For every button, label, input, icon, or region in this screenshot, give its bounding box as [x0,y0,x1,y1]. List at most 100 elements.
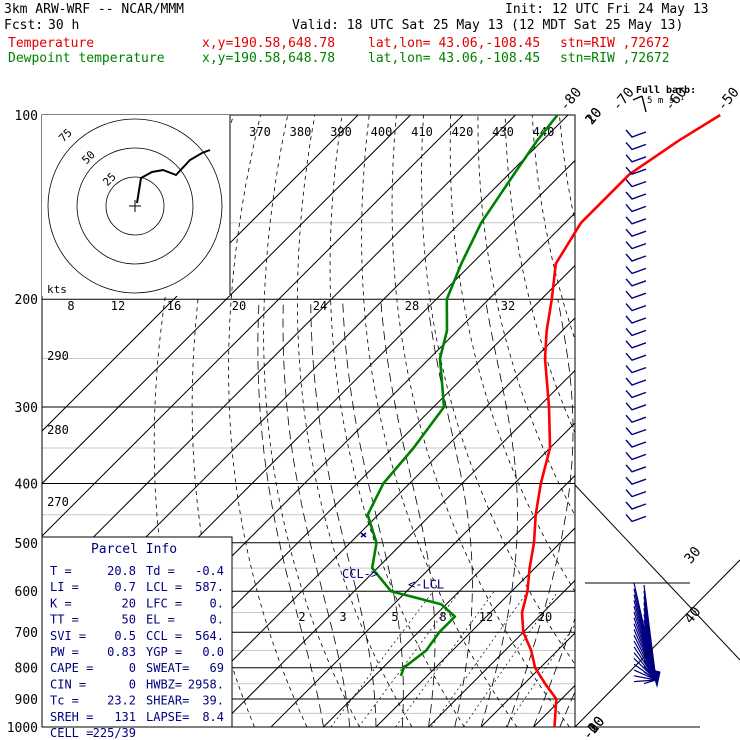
wind-barb [625,141,647,151]
parcel-value: 0 [129,677,136,691]
dry-adiabat [263,115,360,727]
parcel-label: K = [50,596,72,610]
pressure-label-1000: 1000 [7,721,38,736]
theta-tick-420: 420 [452,125,474,139]
parcel-value: 20 [122,596,136,610]
parcel-value: 587. [195,580,224,594]
parcel-value: 564. [195,629,224,643]
latlon-readout-dew: lat,lon= 43.06,-108.45 [368,51,541,66]
isotherm [323,474,575,727]
init-time: Init: 12 UTC Fri 24 May 13 [505,2,709,17]
dewpoint-line [366,114,559,677]
xy-readout-temp: x,y=190.58,648.78 [202,36,336,51]
wind-scale-line [574,559,740,728]
hodograph-units: kts [47,283,67,296]
pressure-label-900: 900 [15,693,38,708]
isotherm [428,579,575,727]
wind-barb [625,290,647,300]
isotherm [270,422,575,727]
latlon-readout-temp: lat,lon= 43.06,-108.45 [368,36,541,51]
parcel-value: 0 [129,661,136,675]
parcel-value: 0. [210,613,224,627]
wind-legend-barb [632,95,643,101]
wind-barb [625,352,647,362]
parcel-label: TT = [50,613,79,627]
wind-barb [625,241,647,250]
theta-tick-430: 430 [492,125,514,139]
wind-barb [625,340,647,349]
dry-adiabat [477,115,575,517]
dry-adiabat [361,115,518,727]
wind-barb [625,427,647,436]
mixing-ratio-tick-12: 12 [479,610,493,624]
pressure-label-400: 400 [15,477,38,492]
pressure-label-500: 500 [15,537,38,552]
pressure-label-200: 200 [15,293,38,308]
ccl-annotation: CCL-> [342,567,378,581]
isotherm [639,115,740,727]
moist-adiabat [426,299,473,727]
parcel-label: CAPE = [50,661,93,675]
dry-adiabat [723,115,740,727]
hodograph-speed-tick-24: 24 [313,299,327,313]
temperature-legend: Temperature [8,36,95,51]
parcel-label: SVI = [50,629,86,643]
mixing-ratio-line [463,590,559,727]
parcel-value: 0. [210,596,224,610]
wind-barb [625,451,647,461]
wind-barb [625,129,647,138]
pressure-label-300: 300 [15,401,38,416]
parcel-label: CIN = [50,677,86,691]
parcel-info-box [41,536,233,728]
wind-barb [625,501,647,510]
hodograph-ring [47,118,223,294]
mixing-ratio-tick-2: 2 [298,610,305,624]
temperature-tick-30: 30 [681,544,704,567]
theta-tick-400: 400 [371,125,393,139]
parcel-marker [360,532,367,538]
parcel-label: LI = [50,580,79,594]
wind-barb-flag [651,669,661,688]
dewpoint-legend: Dewpoint temperature [8,51,165,66]
mixing-ratio-tick-5: 5 [391,610,398,624]
hodograph [42,115,231,296]
diagram-lines [42,115,740,727]
forecast-hour: 30 h [48,18,80,33]
wind-barb [625,464,647,473]
wind-barb [625,216,647,225]
parcel-info [41,536,233,728]
parcel-label: Td = [146,564,175,578]
moist-adiabat [282,299,351,727]
hodograph-ring [76,147,194,265]
parcel-value: 23.2 [107,694,136,708]
model-title: 3km ARW-WRF -- NCAR/MMM [4,2,185,17]
parcel-value: 0.7 [114,580,136,594]
wind-barb [625,377,647,386]
wind-barb [625,203,647,213]
moist-adiabat [533,617,575,727]
parcel-label: EL = [146,613,175,627]
parcel-label: SREH = [50,710,93,724]
hodograph-speed-tick-20: 20 [232,299,246,313]
theta-tick-410: 410 [411,125,433,139]
dry-adiabat [504,115,575,434]
parcel-label: PW = [50,645,79,659]
dry-adiabat [449,115,575,593]
parcel-info-title: Parcel Info [91,542,177,557]
wind-barb-unit: 5 m s⁻¹ [647,96,685,106]
parcel-label: T = [50,564,72,578]
parcel-label: LFC = [146,596,182,610]
hodograph-speed-tick-12: 12 [111,299,125,313]
theta-left-tick-280: 280 [47,423,69,437]
wind-barb-legend: Full barb: [636,85,696,96]
theta-left-tick-290: 290 [47,349,69,363]
parcel-value: 131 [114,710,136,724]
wind-barb [625,253,647,262]
wind-barb [625,303,647,312]
isotherm [218,369,575,727]
moist-adiabat [480,299,518,727]
wind-legend-barb [641,95,647,113]
parcel-label: SWEAT= [146,661,189,675]
parcel-value: 20.8 [107,564,136,578]
moist-adiabat [380,299,436,727]
